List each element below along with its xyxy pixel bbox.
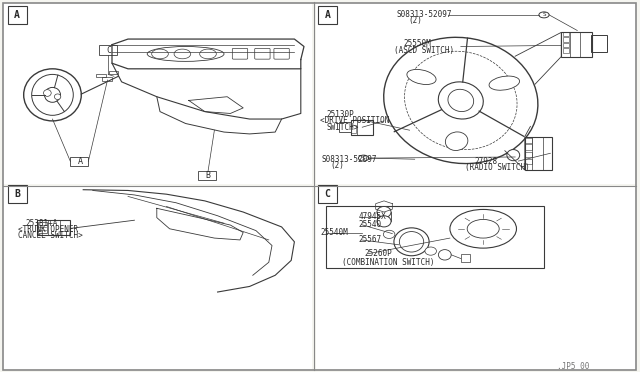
- Ellipse shape: [54, 94, 61, 100]
- Circle shape: [200, 49, 216, 59]
- Ellipse shape: [377, 216, 391, 227]
- Circle shape: [467, 219, 499, 238]
- Text: 25550M: 25550M: [403, 39, 431, 48]
- Text: (ASCD SWITCH): (ASCD SWITCH): [394, 46, 454, 55]
- Text: SWITCH>: SWITCH>: [326, 123, 359, 132]
- Ellipse shape: [32, 74, 73, 115]
- Ellipse shape: [399, 231, 424, 252]
- Text: S08313-52097: S08313-52097: [397, 10, 452, 19]
- Text: S: S: [362, 155, 365, 161]
- Text: <DRIVE POSITION: <DRIVE POSITION: [320, 116, 389, 125]
- Ellipse shape: [394, 228, 429, 256]
- Ellipse shape: [507, 150, 520, 161]
- FancyBboxPatch shape: [232, 48, 248, 59]
- Text: B: B: [205, 171, 211, 180]
- Ellipse shape: [377, 206, 391, 218]
- Text: 25381+A: 25381+A: [26, 219, 58, 228]
- Text: 47945X: 47945X: [358, 212, 386, 221]
- FancyBboxPatch shape: [316, 187, 636, 369]
- Text: 25540M: 25540M: [320, 228, 348, 237]
- Circle shape: [539, 12, 549, 18]
- FancyBboxPatch shape: [274, 48, 289, 59]
- Text: (2): (2): [408, 16, 422, 25]
- Ellipse shape: [407, 70, 436, 84]
- Text: C: C: [324, 189, 331, 199]
- Ellipse shape: [45, 87, 61, 102]
- Text: (COMBINATION SWITCH): (COMBINATION SWITCH): [342, 258, 435, 267]
- Ellipse shape: [384, 37, 538, 164]
- Ellipse shape: [448, 89, 474, 112]
- Text: 25260P: 25260P: [365, 249, 392, 258]
- Circle shape: [152, 49, 168, 59]
- Text: (2): (2): [330, 161, 344, 170]
- Ellipse shape: [404, 51, 517, 150]
- Text: 27928: 27928: [475, 157, 498, 166]
- Circle shape: [450, 209, 516, 248]
- FancyBboxPatch shape: [3, 3, 312, 184]
- Circle shape: [174, 49, 191, 59]
- FancyBboxPatch shape: [316, 3, 636, 184]
- Ellipse shape: [489, 76, 520, 90]
- FancyBboxPatch shape: [255, 48, 270, 59]
- Text: C: C: [106, 46, 111, 55]
- Text: (RADIO SWITCH): (RADIO SWITCH): [465, 163, 530, 172]
- Text: 25130P: 25130P: [326, 110, 354, 119]
- Text: A: A: [14, 10, 20, 20]
- Text: B: B: [14, 189, 20, 199]
- Ellipse shape: [44, 90, 51, 96]
- Text: A: A: [324, 10, 331, 20]
- Text: .JP5 00: .JP5 00: [557, 362, 589, 371]
- Text: A: A: [77, 157, 83, 166]
- Text: 25540: 25540: [358, 220, 381, 229]
- Ellipse shape: [438, 82, 483, 119]
- Ellipse shape: [438, 250, 451, 260]
- Text: 25567: 25567: [358, 235, 381, 244]
- FancyBboxPatch shape: [3, 187, 312, 369]
- Ellipse shape: [425, 247, 436, 255]
- Text: CANCEL SWITCH>: CANCEL SWITCH>: [18, 231, 83, 240]
- FancyBboxPatch shape: [339, 122, 351, 132]
- Ellipse shape: [445, 132, 468, 151]
- Ellipse shape: [383, 230, 395, 238]
- Text: <TRUNK OPENER: <TRUNK OPENER: [18, 225, 78, 234]
- Text: S08313-52097: S08313-52097: [321, 155, 377, 164]
- Ellipse shape: [24, 69, 81, 121]
- Ellipse shape: [147, 46, 224, 61]
- Text: S: S: [542, 12, 546, 17]
- Circle shape: [358, 155, 369, 161]
